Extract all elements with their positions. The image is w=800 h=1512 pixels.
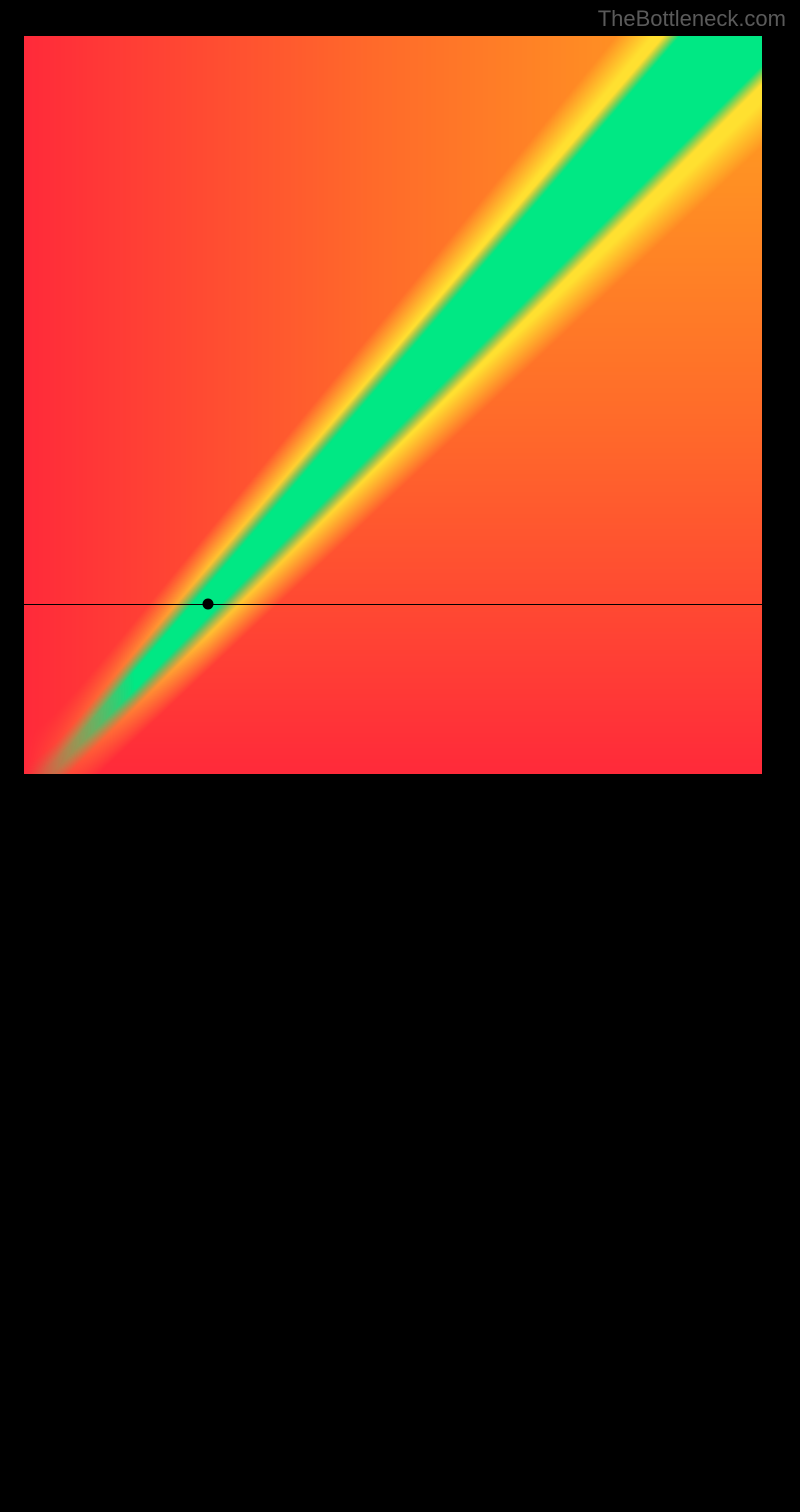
heatmap-canvas — [24, 36, 762, 774]
watermark-text: TheBottleneck.com — [598, 6, 786, 32]
selection-marker — [202, 598, 213, 609]
crosshair-vertical — [208, 774, 209, 1512]
bottleneck-heatmap — [24, 36, 762, 774]
crosshair-horizontal — [24, 604, 762, 605]
